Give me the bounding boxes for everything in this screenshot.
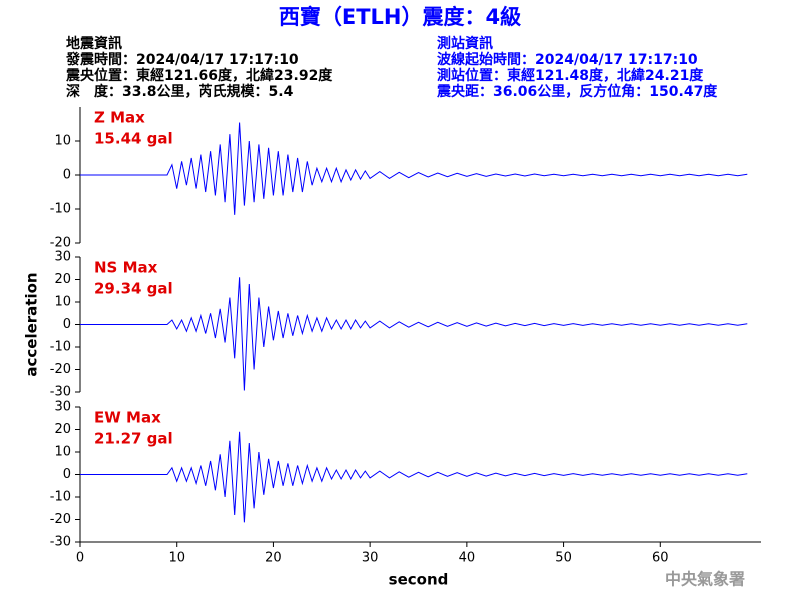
y-tick-label: 10	[54, 134, 71, 149]
info-left: 震央位置：東經121.66度，北緯23.92度	[65, 67, 333, 84]
info-right: 波線起始時間：2024/04/17 17:17:10	[437, 51, 698, 68]
x-tick-label: 0	[76, 551, 84, 566]
waveform	[80, 122, 748, 215]
waveform	[80, 277, 748, 391]
y-tick-label: 10	[54, 295, 71, 310]
x-tick-label: 40	[459, 551, 476, 566]
x-tick-label: 30	[362, 551, 379, 566]
y-tick-label: -10	[50, 340, 71, 355]
waveform	[80, 431, 748, 523]
y-tick-label: 0	[63, 467, 71, 482]
y-tick-label: 10	[54, 445, 71, 460]
info-right: 震央距：36.06公里，反方位角：150.47度	[436, 83, 718, 100]
y-tick-label: -30	[50, 535, 71, 550]
x-tick-label: 20	[265, 551, 282, 566]
y-tick-label: -20	[50, 236, 71, 251]
y-tick-label: 30	[54, 250, 71, 265]
y-tick-label: 0	[63, 317, 71, 332]
max-label: 21.27 gal	[94, 430, 173, 448]
footer: 中央氣象署	[665, 570, 745, 589]
max-label: EW Max	[94, 409, 161, 427]
y-axis-label: acceleration	[23, 272, 41, 376]
max-label: Z Max	[94, 109, 145, 127]
y-tick-label: -20	[50, 512, 71, 527]
x-tick-label: 50	[555, 551, 572, 566]
max-label: NS Max	[94, 259, 158, 277]
y-tick-label: -10	[50, 202, 71, 217]
y-tick-label: -20	[50, 362, 71, 377]
x-tick-label: 60	[652, 551, 669, 566]
y-tick-label: -10	[50, 490, 71, 505]
y-tick-label: 20	[54, 272, 71, 287]
chart-title: 西寶（ETLH）震度：4級	[279, 5, 521, 29]
max-label: 29.34 gal	[94, 280, 173, 298]
max-label: 15.44 gal	[94, 130, 173, 148]
y-tick-label: 30	[54, 400, 71, 415]
y-tick-label: -30	[50, 385, 71, 400]
y-tick-label: 0	[63, 168, 71, 183]
info-right: 測站位置：東經121.48度，北緯24.21度	[437, 67, 704, 84]
x-tick-label: 10	[168, 551, 185, 566]
y-tick-label: 20	[54, 422, 71, 437]
info-left: 發震時間：2024/04/17 17:17:10	[65, 51, 299, 68]
info-left: 深 度：33.8公里，芮氏規模：5.4	[66, 83, 294, 100]
x-axis-label: second	[389, 571, 449, 589]
info-right: 測站資訊	[437, 35, 493, 52]
info-left: 地震資訊	[66, 35, 122, 52]
